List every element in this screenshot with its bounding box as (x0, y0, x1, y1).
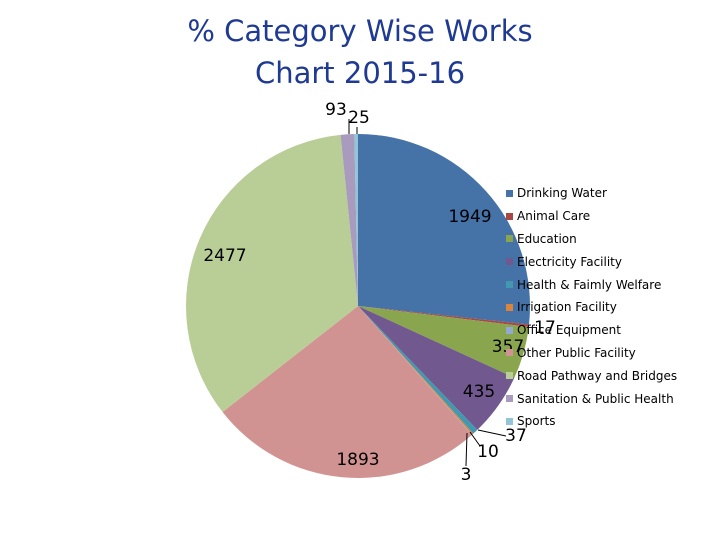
legend-label: Irrigation Facility (517, 300, 617, 315)
legend-label: Health & Faimly Welfare (517, 277, 662, 292)
legend-label: Drinking Water (517, 186, 607, 201)
chart-legend: Drinking Water Animal Care Education Electr… (506, 182, 677, 433)
pie-slice-office-equipment (358, 306, 473, 435)
legend-swatch (506, 372, 513, 380)
legend-label: Road Pathway and Bridges (517, 368, 678, 383)
legend-swatch (506, 303, 513, 311)
data-label-animal-care: 17 (534, 318, 556, 338)
legend-swatch (506, 258, 513, 266)
pie-slice-education (358, 306, 529, 378)
legend-swatch (506, 212, 513, 220)
legend-label: Other Public Facility (517, 345, 636, 360)
legend-swatch (506, 281, 513, 289)
data-label-education: 357 (492, 337, 524, 357)
data-label-office-equipment: 3 (461, 465, 472, 485)
pie-slice-drinking-water (358, 134, 530, 325)
chart-title-line-1: % Category Wise Works (187, 14, 533, 48)
legend-swatch (506, 235, 513, 243)
legend-item-sanitation-and-public-health: Sanitation & Public Health (506, 387, 677, 410)
legend-label: Electricity Facility (517, 254, 622, 269)
legend-label: Animal Care (517, 209, 591, 224)
pie-slice-sanitation-and-public-health (340, 134, 358, 306)
legend-label: Sports (517, 414, 556, 429)
legend-swatch (506, 395, 513, 403)
leader-line-health-and-faimly-welfare (477, 429, 507, 437)
legend-item-health-and-faimly-welfare: Health & Faimly Welfare (506, 273, 677, 296)
legend-label: Education (517, 231, 577, 246)
pie-slice-other-public-facility (222, 306, 472, 479)
legend-item-animal-care: Animal Care (506, 205, 677, 228)
pie-slice-health-and-faimly-welfare (358, 306, 478, 434)
data-label-electricity-facility: 435 (463, 382, 495, 402)
legend-item-office-equipment: Office Equipment (506, 319, 677, 342)
pie-slice-electricity-facility (358, 306, 515, 430)
data-label-drinking-water: 1949 (448, 207, 491, 227)
leader-line-irrigation-facility (469, 431, 481, 447)
legend-item-road-pathway-and-bridges: Road Pathway and Bridges (506, 364, 677, 387)
pie-slice-sports (354, 134, 358, 306)
leader-line-office-equipment (465, 432, 468, 467)
legend-label: Sanitation & Public Health (517, 391, 674, 406)
legend-item-other-public-facility: Other Public Facility (506, 342, 677, 365)
data-label-sports: 25 (348, 108, 370, 128)
legend-swatch (506, 189, 513, 197)
legend-swatch (506, 349, 513, 357)
data-label-health-and-faimly-welfare: 37 (505, 426, 527, 446)
legend-item-education: Education (506, 228, 677, 251)
legend-item-electricity-facility: Electricity Facility (506, 250, 677, 273)
data-label-sanitation-and-public-health: 93 (325, 100, 347, 120)
legend-swatch (506, 417, 513, 425)
legend-item-drinking-water: Drinking Water (506, 182, 677, 205)
pie-slice-animal-care (358, 306, 529, 327)
legend-label: Office Equipment (517, 323, 621, 338)
legend-swatch (506, 326, 513, 334)
chart-title-line-2: Chart 2015-16 (254, 56, 466, 90)
data-label-irrigation-facility: 10 (477, 442, 499, 462)
data-label-other-public-facility: 1893 (336, 450, 379, 470)
chart-title: % Category Wise Works Chart 2015-16 (0, 10, 720, 94)
legend-item-sports: Sports (506, 410, 677, 433)
pie-slice-irrigation-facility (358, 306, 474, 435)
pie-slice-road-pathway-and-bridges (186, 134, 358, 412)
data-label-road-pathway-and-bridges: 2477 (203, 246, 246, 266)
legend-item-irrigation-facility: Irrigation Facility (506, 296, 677, 319)
